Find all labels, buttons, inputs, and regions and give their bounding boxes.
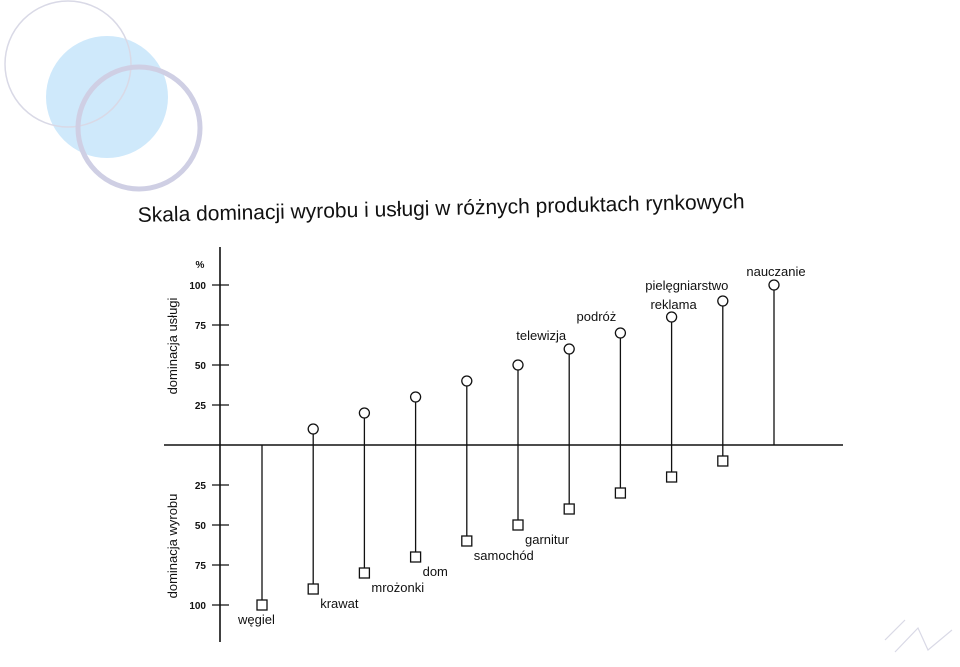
y-tick-group: 25 50 75 100 25 50 75 100 [189,281,229,612]
item-5: garnitur [512,359,570,547]
service-point-10 [768,279,780,291]
service-point-2 [358,407,371,419]
decor-ring-right [75,64,203,192]
product-point-4 [461,535,473,547]
item-label-6: telewizja [516,328,567,343]
y-upper-label: dominacja usługi [165,297,180,394]
item-label-2: mrożonki [371,580,424,595]
item-9: pielęgniarstwo [645,278,729,467]
item-6: telewizja [516,328,575,515]
y-lower-label: dominacja wyrobu [165,494,180,599]
item-label-8: reklama [650,297,697,312]
service-point-7 [614,327,627,339]
product-point-9 [717,455,729,467]
service-point-5 [512,359,524,371]
service-point-3 [409,391,422,403]
item-label-5: garnitur [525,532,570,547]
item-1: krawat [307,423,359,611]
product-point-6 [563,503,575,515]
item-10: nauczanie [746,264,806,445]
item-7: podróż [577,309,627,499]
product-point-3 [409,551,422,563]
item-label-3: dom [423,564,448,579]
product-point-5 [512,519,524,531]
service-point-4 [461,375,473,387]
item-4: samochód [461,375,534,563]
item-3: dom [409,391,448,579]
product-point-2 [358,567,371,579]
product-point-7 [614,487,627,499]
y-tick-label-upper-75: 75 [195,321,207,332]
service-point-6 [563,343,575,355]
item-label-4: samochód [474,548,534,563]
product-point-0 [256,599,268,611]
product-point-1 [307,583,319,595]
y-tick-label-lower-75: 75 [195,561,207,572]
service-point-8 [665,311,678,323]
service-point-1 [307,423,319,435]
decor-ring-left [4,0,132,128]
y-tick-label-upper-25: 25 [195,401,207,412]
item-label-10: nauczanie [746,264,805,279]
service-point-9 [717,295,729,307]
y-tick-label-upper-100: 100 [189,281,206,292]
y-tick-label-upper-50: 50 [195,361,207,372]
product-point-8 [665,471,678,483]
item-8: reklama [650,297,697,483]
y-tick-label-lower-25: 25 [195,481,207,492]
item-label-9: pielęgniarstwo [645,278,728,293]
item-0: węgiel [237,445,275,627]
decor-corner-mark [884,619,953,653]
y-tick-label-lower-50: 50 [195,521,207,532]
item-label-7: podróż [577,309,617,324]
y-tick-label-lower-100: 100 [189,601,206,612]
item-label-1: krawat [320,596,359,611]
y-unit-label: % [196,260,205,271]
item-label-0: węgiel [237,612,275,627]
item-2: mrożonki [358,407,424,595]
